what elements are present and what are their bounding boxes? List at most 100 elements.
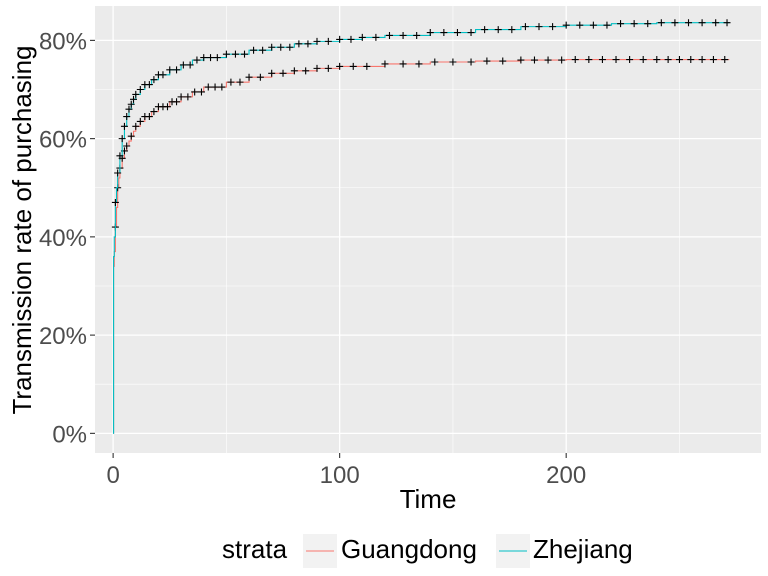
censor-mark — [145, 81, 153, 89]
censor-mark — [136, 86, 144, 94]
censor-mark — [413, 31, 421, 39]
censor-mark — [184, 93, 192, 101]
censor-mark — [612, 56, 620, 64]
censor-mark — [399, 31, 407, 39]
censor-mark — [163, 103, 171, 111]
censor-mark — [268, 43, 276, 51]
censor-mark — [372, 33, 380, 41]
censor-mark — [277, 43, 285, 51]
censor-mark — [336, 62, 344, 70]
censor-mark — [179, 61, 187, 69]
censor-mark — [431, 58, 439, 66]
censor-mark — [721, 56, 729, 64]
censor-mark — [399, 60, 407, 68]
censor-mark — [302, 67, 310, 75]
censor-mark — [381, 60, 389, 68]
axis-ticks: 0 100 200 0% 20% 40% 60% 80% — [39, 28, 586, 489]
censor-mark — [467, 58, 475, 66]
censor-mark — [712, 19, 720, 27]
censor-mark — [304, 40, 312, 48]
legend-label-zhejiang: Zhejiang — [533, 534, 633, 564]
censor-mark — [349, 62, 357, 70]
censor-mark — [685, 19, 693, 27]
censor-mark — [336, 35, 344, 43]
censor-mark — [363, 62, 371, 70]
censor-mark — [118, 135, 126, 143]
censor-mark — [268, 69, 276, 77]
censor-mark — [687, 56, 695, 64]
censor-mark — [598, 56, 606, 64]
censor-mark — [508, 26, 516, 34]
plot-panel — [95, 6, 761, 453]
censor-mark — [562, 21, 570, 29]
y-tick-label: 20% — [39, 323, 87, 350]
x-tick-label: 200 — [546, 462, 586, 489]
censor-mark — [204, 83, 212, 91]
censor-mark — [145, 113, 153, 121]
censor-mark — [130, 95, 138, 103]
censor-mark — [723, 19, 731, 27]
censor-mark — [544, 56, 552, 64]
censor-mark — [197, 88, 205, 96]
censor-mark — [125, 105, 133, 113]
censor-mark — [626, 56, 634, 64]
censor-mark — [290, 67, 298, 75]
grid — [95, 6, 761, 453]
censor-mark — [245, 73, 253, 81]
censor-mark — [585, 56, 593, 64]
censor-mark — [150, 108, 158, 116]
censor-mark — [173, 66, 181, 74]
censor-mark — [236, 78, 244, 86]
censor-mark — [617, 20, 625, 28]
censor-mark — [120, 122, 128, 130]
censor-mark — [132, 90, 140, 98]
censor-mark — [644, 20, 652, 28]
y-tick-label: 0% — [52, 421, 87, 448]
censor-mark — [123, 113, 131, 121]
censor-mark — [259, 46, 267, 54]
series-layer — [111, 19, 731, 434]
censor-mark — [576, 21, 584, 29]
y-axis-label: Transmission rate of purchasing — [7, 46, 37, 415]
censor-mark — [211, 83, 219, 91]
censor-mark — [159, 71, 167, 79]
x-tick-label: 100 — [320, 462, 360, 489]
y-tick-label: 80% — [39, 28, 87, 55]
censor-mark — [127, 132, 135, 140]
legend-label-guangdong: Guangdong — [341, 534, 477, 564]
censor-mark — [222, 50, 230, 58]
censor-mark — [549, 23, 557, 31]
censor-mark — [426, 29, 434, 37]
censor-mark — [483, 57, 491, 65]
censor-mark — [191, 88, 199, 96]
censor-mark — [639, 56, 647, 64]
censor-mark — [193, 56, 201, 64]
censor-mark — [231, 50, 239, 58]
censor-mark — [453, 29, 461, 37]
censor-mark — [116, 152, 124, 160]
censor-mark — [530, 56, 538, 64]
censor-mark — [558, 56, 566, 64]
censor-mark — [227, 78, 235, 86]
censor-mark — [603, 21, 611, 29]
censor-mark — [132, 122, 140, 130]
y-tick-label: 40% — [39, 225, 87, 252]
censor-mark — [517, 56, 525, 64]
censor-mark — [313, 64, 321, 72]
censor-mark — [123, 142, 131, 150]
censor-mark — [671, 19, 679, 27]
censor-mark — [324, 64, 332, 72]
censor-mark — [664, 56, 672, 64]
censor-mark — [186, 61, 194, 69]
censor-mark — [571, 56, 579, 64]
censor-mark — [111, 198, 119, 206]
censor-mark — [173, 98, 181, 106]
censor-mark — [675, 56, 683, 64]
censor-mark — [653, 56, 661, 64]
censor-mark — [499, 57, 507, 65]
censor-mark — [207, 54, 215, 62]
censor-mark — [136, 117, 144, 125]
censor-mark — [324, 37, 332, 45]
censor-mark — [256, 73, 264, 81]
legend-title: strata — [222, 534, 288, 564]
